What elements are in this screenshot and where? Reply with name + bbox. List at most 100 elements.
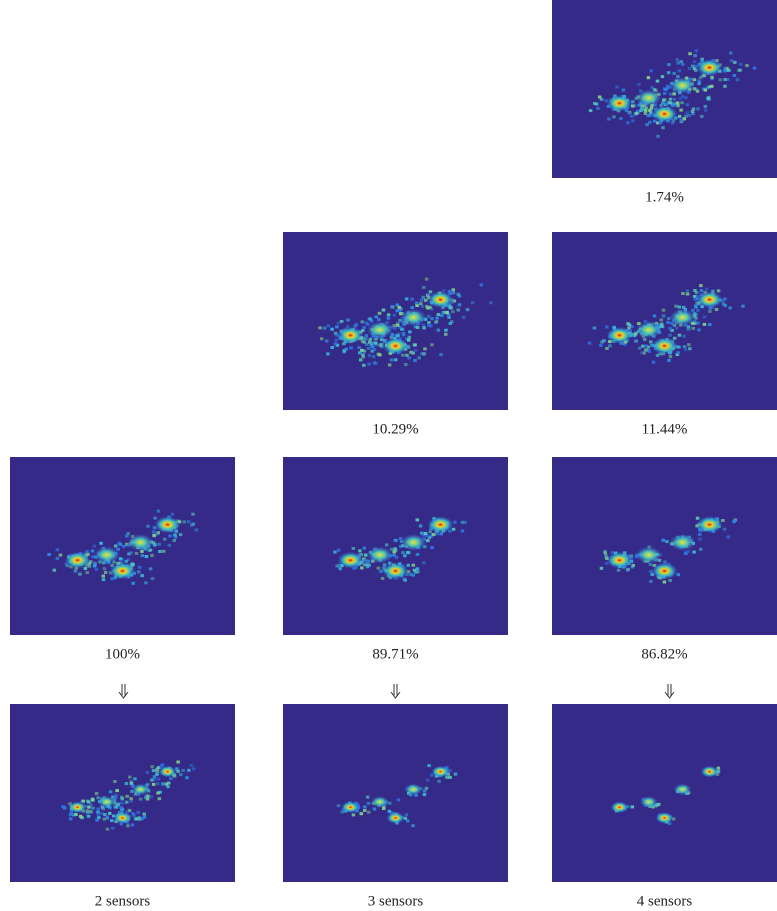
heatmap-pixel bbox=[653, 314, 657, 317]
heatmap-pixel bbox=[394, 539, 398, 542]
heatmap-pixel bbox=[407, 339, 411, 342]
heatmap-pixel bbox=[86, 571, 90, 574]
heatmap-pixel bbox=[667, 71, 671, 74]
heatmap-pixel bbox=[190, 524, 194, 527]
heatmap-pixel bbox=[108, 812, 112, 815]
heatmap-background bbox=[552, 232, 777, 410]
heatmap-pixel bbox=[645, 106, 649, 109]
heatmap-pixel bbox=[93, 545, 97, 548]
heatmap-pixel bbox=[677, 573, 681, 576]
heatmap-pixel bbox=[59, 554, 63, 557]
heatmap-pixel bbox=[626, 568, 630, 571]
heatmap-pixel bbox=[387, 313, 391, 316]
heatmap-pixel bbox=[439, 353, 443, 356]
heatmap-spot bbox=[65, 552, 91, 569]
heatmap-pixel bbox=[600, 567, 604, 570]
heatmap-pixel bbox=[93, 562, 97, 565]
heatmap-background bbox=[552, 457, 777, 635]
heatmap-pixel bbox=[699, 76, 703, 79]
heatmap-pixel bbox=[126, 824, 130, 827]
heatmap-spot bbox=[338, 327, 364, 344]
heatmap-pixel bbox=[102, 578, 106, 581]
heatmap-pixel bbox=[135, 552, 139, 555]
heatmap-pixel bbox=[632, 564, 636, 567]
heatmap-pixel bbox=[661, 126, 665, 129]
heatmap-pixel bbox=[125, 782, 129, 785]
heatmap-pixel bbox=[374, 362, 378, 365]
arrow bbox=[391, 684, 400, 698]
heatmap-spot bbox=[401, 309, 427, 326]
heatmap-panel bbox=[10, 704, 235, 882]
heatmap-pixel bbox=[671, 121, 675, 124]
heatmap-pixel bbox=[146, 771, 150, 774]
heatmap-pixel bbox=[163, 538, 167, 541]
heatmap-pixel bbox=[390, 305, 394, 308]
heatmap-spot bbox=[432, 766, 450, 778]
heatmap-pixel bbox=[155, 773, 159, 776]
heatmap-pixel bbox=[371, 341, 375, 344]
heatmap-pixel bbox=[72, 814, 76, 817]
heatmap-pixel bbox=[640, 351, 644, 354]
heatmap-background bbox=[552, 704, 777, 882]
heatmap-pixel bbox=[96, 813, 100, 816]
heatmap-pixel bbox=[656, 80, 660, 83]
heatmap-pixel bbox=[741, 305, 745, 308]
heatmap-pixel bbox=[652, 361, 656, 364]
heatmap-pixel bbox=[119, 543, 123, 546]
heatmap-pixel bbox=[169, 777, 173, 780]
heatmap-pixel bbox=[675, 327, 679, 330]
heatmap-pixel bbox=[138, 818, 142, 821]
heatmap-spot bbox=[636, 546, 662, 563]
heatmap-pixel bbox=[397, 333, 401, 336]
heatmap-pixel bbox=[137, 811, 141, 814]
heatmap-pixel bbox=[662, 99, 666, 102]
heatmap-pixel bbox=[327, 324, 331, 327]
heatmap-spot bbox=[128, 534, 154, 551]
heatmap-pixel bbox=[694, 305, 698, 308]
heatmap-spot bbox=[155, 516, 181, 533]
heatmap-pixel bbox=[686, 111, 690, 114]
heatmap-pixel bbox=[665, 540, 669, 543]
heatmap-pixel bbox=[334, 342, 338, 345]
heatmap-pixel bbox=[91, 807, 95, 810]
heatmap-pixel bbox=[424, 299, 428, 302]
heatmap-pixel bbox=[676, 58, 680, 61]
heatmap-pixel bbox=[125, 795, 128, 798]
heatmap-pixel bbox=[390, 358, 394, 361]
heatmap-pixel bbox=[639, 109, 643, 112]
heatmap-pixel bbox=[704, 105, 708, 108]
heatmap-spot bbox=[428, 291, 454, 308]
heatmap-pixel bbox=[445, 311, 449, 314]
heatmap-background bbox=[283, 457, 508, 635]
heatmap-pixel bbox=[115, 789, 119, 792]
heatmap-pixel bbox=[673, 337, 677, 340]
heatmap-pixel bbox=[385, 543, 389, 546]
heatmap-pixel bbox=[607, 118, 611, 121]
heatmap-pixel bbox=[335, 325, 339, 328]
heatmap-pixel bbox=[717, 289, 721, 292]
heatmap-pixel bbox=[698, 533, 702, 536]
heatmap-pixel bbox=[146, 795, 150, 798]
heatmap-spot bbox=[656, 812, 674, 824]
heatmap-pixel bbox=[47, 553, 51, 556]
heatmap-pixel bbox=[323, 327, 327, 330]
heatmap-spot bbox=[636, 321, 662, 338]
heatmap-pixel bbox=[662, 314, 666, 317]
heatmap-panel bbox=[10, 457, 235, 635]
heatmap-pixel bbox=[649, 563, 653, 566]
heatmap-pixel bbox=[602, 339, 606, 342]
heatmap-pixel bbox=[650, 86, 654, 89]
arrow bbox=[665, 684, 674, 698]
heatmap-pixel bbox=[631, 805, 635, 808]
heatmap-pixel bbox=[119, 806, 123, 809]
heatmap-pixel bbox=[407, 356, 411, 359]
heatmap-pixel bbox=[53, 569, 57, 572]
heatmap-pixel bbox=[730, 59, 734, 62]
heatmap-pixel bbox=[697, 82, 701, 85]
heatmap-spot bbox=[701, 766, 719, 778]
heatmap-pixel bbox=[448, 776, 452, 779]
heatmap-pixel bbox=[109, 790, 113, 793]
heatmap-pixel bbox=[185, 776, 189, 779]
heatmap-pixel bbox=[187, 769, 191, 772]
heatmap-pixel bbox=[666, 87, 670, 90]
